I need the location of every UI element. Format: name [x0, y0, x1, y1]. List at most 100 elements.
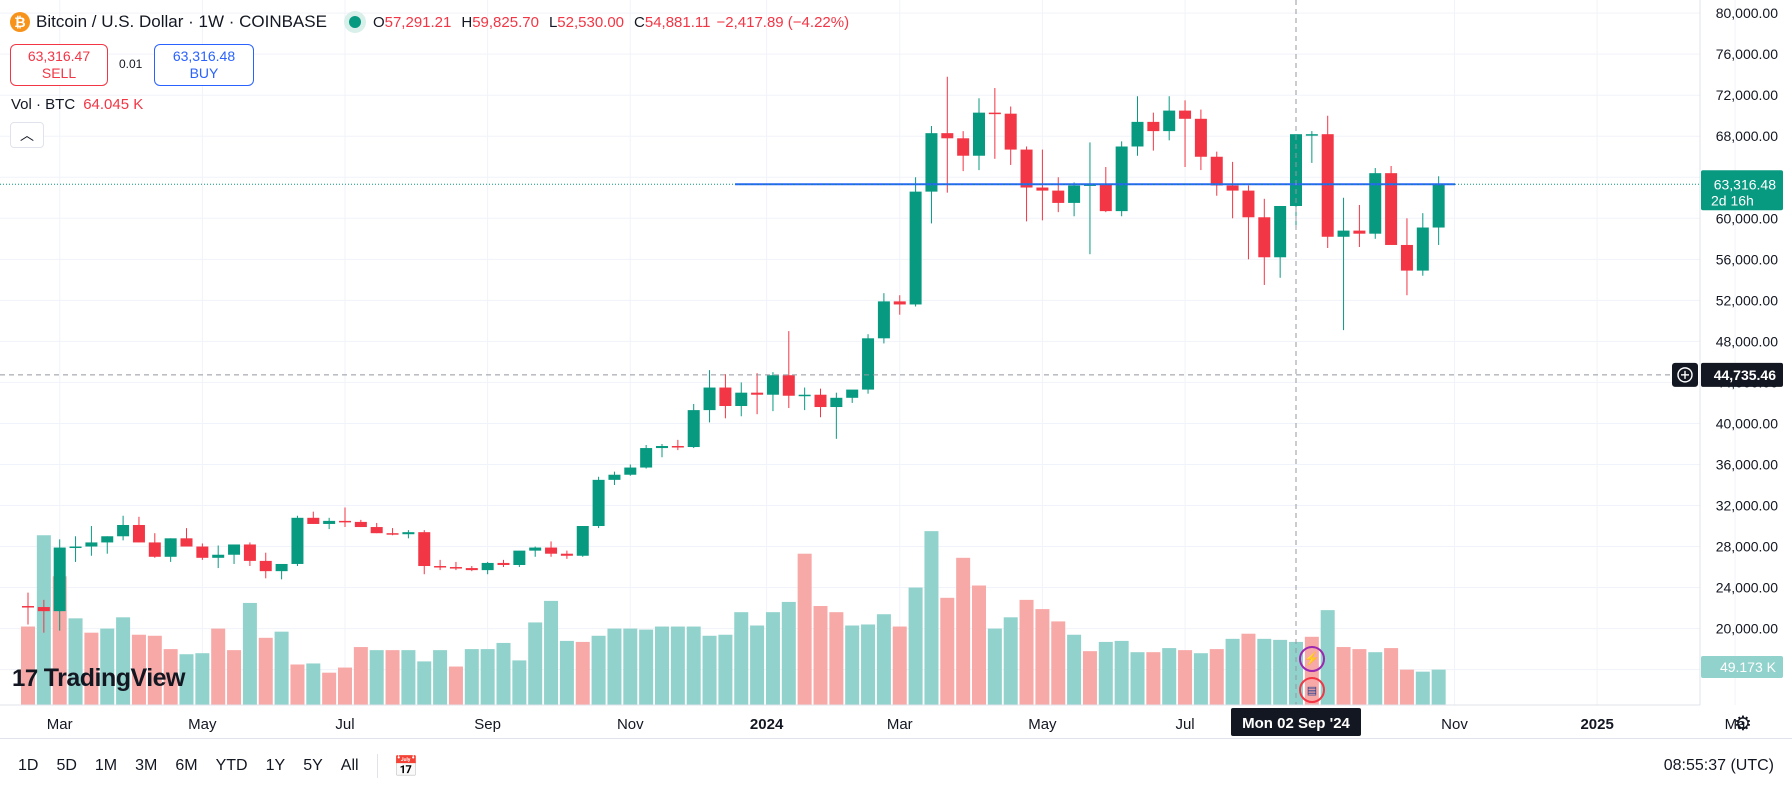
clock[interactable]: 08:55:37 (UTC) — [1663, 757, 1774, 774]
range-3m[interactable]: 3M — [135, 757, 158, 774]
volume-bar — [1178, 650, 1193, 705]
candle-body — [1004, 113, 1017, 150]
range-1d[interactable]: 1D — [18, 757, 39, 774]
volume-bar — [227, 650, 242, 705]
candle-body — [592, 479, 605, 527]
candle-body — [323, 520, 336, 524]
candle-body — [1353, 230, 1366, 234]
candle-body — [418, 532, 431, 567]
candle-body — [830, 397, 843, 408]
price-tick-label: 32,000.00 — [1716, 497, 1778, 513]
time-tick-label: Nov — [1441, 716, 1468, 733]
time-tick-label: May — [188, 716, 217, 733]
price-tick-label: 68,000.00 — [1716, 128, 1778, 144]
candle-body — [1258, 217, 1271, 258]
candle-body — [243, 544, 256, 561]
volume-bar — [1114, 640, 1129, 705]
price-tick-label: 36,000.00 — [1716, 456, 1778, 472]
last-price-label: 63,316.48 — [1714, 176, 1776, 192]
volume-bar — [972, 585, 986, 705]
volume-bar — [1051, 621, 1066, 705]
volume-bar — [1130, 652, 1145, 705]
candle-body — [941, 133, 954, 139]
price-tick-label: 72,000.00 — [1716, 87, 1778, 103]
volume-bar — [1162, 648, 1177, 705]
low-value: L52,530.00 — [548, 13, 625, 31]
range-ytd[interactable]: YTD — [215, 757, 248, 774]
candle-body — [1115, 146, 1128, 212]
lightning-event-icon[interactable]: ⚡ — [1299, 646, 1325, 672]
buy-button[interactable]: 63,316.48 BUY — [154, 44, 254, 86]
candle-body — [1036, 187, 1049, 191]
candle-body — [1274, 205, 1287, 258]
candle-body — [1242, 190, 1255, 218]
volume-bar — [559, 640, 574, 705]
volume-bar — [1273, 639, 1288, 705]
candle-body — [1369, 173, 1382, 234]
range-all[interactable]: All — [340, 757, 359, 774]
volume-bar — [385, 650, 400, 705]
volume-bar — [1146, 652, 1161, 705]
collapse-legend-button[interactable]: ︿ — [10, 122, 44, 148]
volume-legend: Vol · BTC 64.045 K — [11, 96, 143, 113]
volume-bar — [448, 666, 463, 705]
last-price-badge — [1701, 170, 1783, 211]
candle-body — [1226, 185, 1239, 191]
gear-icon[interactable]: ⚙ — [1734, 713, 1752, 735]
volume-bar — [924, 531, 939, 705]
range-5y[interactable]: 5Y — [303, 757, 323, 774]
candle-body — [449, 567, 462, 569]
price-tick-label: 60,000.00 — [1716, 210, 1778, 226]
candle-body — [1305, 134, 1318, 136]
volume-bar — [179, 654, 194, 705]
range-1m[interactable]: 1M — [94, 757, 118, 774]
volume-bar — [670, 626, 685, 705]
candle-body — [259, 560, 272, 572]
price-tick-label: 56,000.00 — [1716, 251, 1778, 267]
range-6m[interactable]: 6M — [175, 757, 198, 774]
candle-body — [180, 538, 193, 547]
candle-body — [735, 392, 748, 407]
candle-body — [973, 112, 985, 156]
range-1y[interactable]: 1Y — [265, 757, 286, 774]
volume-value: 64.045 K — [83, 96, 144, 113]
candle-body — [481, 562, 494, 571]
volume-bar — [1431, 669, 1446, 705]
crosshair-date-label: Mon 02 Sep '24 — [1242, 715, 1350, 732]
crosshair-date-badge — [1231, 708, 1361, 736]
candle-body — [402, 532, 415, 535]
volume-bar — [1193, 653, 1208, 705]
go-to-date-icon[interactable]: 📅 — [393, 755, 419, 778]
sell-price: 63,316.47 — [27, 48, 91, 64]
us-flag-event-icon[interactable]: ▤ — [1299, 677, 1325, 703]
candle-body — [560, 553, 573, 556]
volume-bar — [401, 650, 416, 705]
change-value: −2,417.89 (−4.22%) — [716, 13, 850, 31]
candle-body — [1163, 110, 1176, 132]
tradingview-logo-icon: 17 — [12, 664, 38, 692]
time-tick-label: Ma — [1725, 716, 1746, 733]
candle-body — [671, 446, 684, 448]
price-tick-label: 24,000.00 — [1716, 580, 1778, 596]
candle-body — [1432, 184, 1445, 228]
volume-bar — [369, 650, 384, 705]
price-tick-label: 76,000.00 — [1716, 46, 1778, 62]
symbol-title[interactable]: Bitcoin / U.S. Dollar · 1W · COINBASE — [36, 12, 327, 31]
range-5d[interactable]: 5D — [56, 757, 77, 774]
candle-body — [386, 533, 399, 535]
candle-body — [751, 392, 764, 395]
price-tick-label: 40,000.00 — [1716, 415, 1778, 431]
chart-canvas[interactable]: 80,000.0076,000.0072,000.0068,000.0064,0… — [0, 0, 1792, 738]
candle-body — [291, 517, 304, 564]
volume-bar — [258, 637, 273, 705]
volume-badge — [1701, 656, 1783, 678]
candle-body — [909, 191, 922, 305]
candle-body — [877, 301, 890, 339]
candle-countdown: 2d 16h — [1711, 192, 1754, 208]
tradingview-logo[interactable]: 17 TradingView — [12, 664, 186, 693]
time-tick-label: 2024 — [750, 716, 784, 733]
sell-button[interactable]: 63,316.47 SELL — [10, 44, 108, 86]
volume-bar — [797, 553, 812, 705]
volume-bar — [116, 617, 131, 705]
candle-body — [497, 562, 510, 565]
